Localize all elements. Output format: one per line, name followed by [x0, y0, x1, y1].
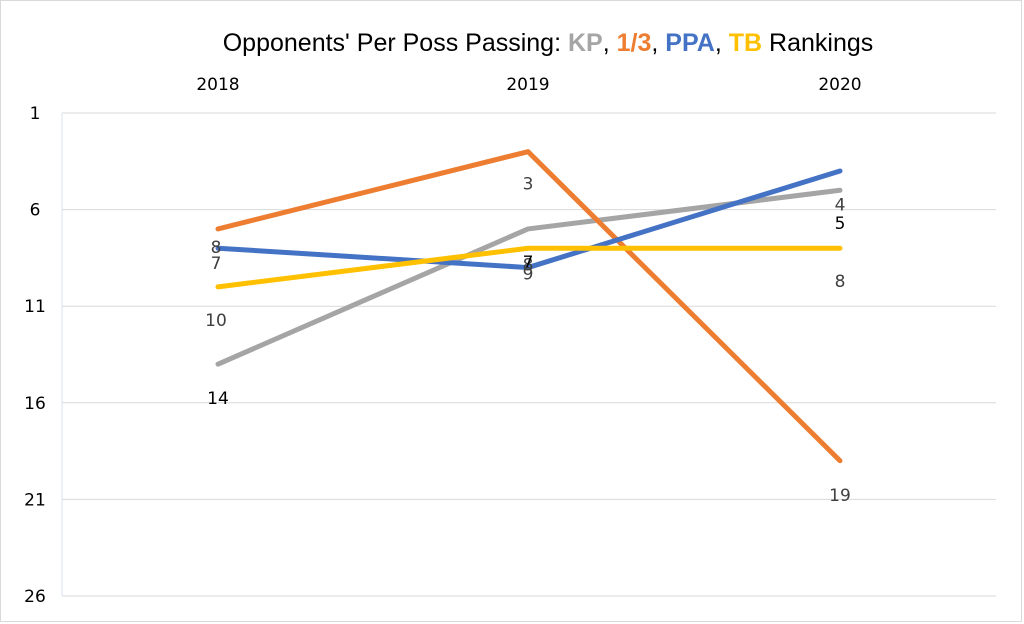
title-part: ,	[603, 29, 617, 57]
title-part: ,	[715, 29, 729, 57]
data-label: 7	[211, 254, 222, 274]
series-lines	[215, 149, 843, 464]
y-tick-label: 1	[30, 104, 41, 124]
y-tick-label: 11	[24, 297, 46, 317]
x-tick-label: 2019	[506, 75, 549, 95]
data-label: 5	[835, 214, 846, 234]
x-tick-label: 2020	[818, 75, 861, 95]
title-part: Opponents' Per Poss Passing:	[223, 29, 568, 57]
y-tick-label: 6	[30, 201, 41, 221]
x-tick-label: 2018	[196, 75, 239, 95]
data-label: 19	[829, 486, 851, 506]
data-label: 14	[207, 389, 229, 409]
title-part: KP	[568, 29, 603, 57]
title-part: PPA	[665, 29, 715, 57]
series-line-TB	[215, 245, 843, 290]
chart-title: Opponents' Per Poss Passing: KP, 1/3, PP…	[223, 29, 874, 57]
x-axis-ticks: 2018 2019 2020	[196, 75, 861, 95]
data-label: 8	[211, 238, 222, 258]
y-tick-label: 26	[24, 587, 46, 607]
series-line-PPA	[215, 168, 843, 271]
title-part: Rankings	[762, 29, 873, 57]
series-line-1-3	[215, 149, 843, 464]
data-label: 10	[205, 311, 227, 331]
data-label: 3	[523, 175, 534, 195]
data-label: 8	[523, 256, 534, 276]
data-label: 7	[523, 253, 534, 273]
gridlines	[61, 112, 996, 597]
data-label: 4	[835, 195, 846, 215]
y-tick-label: 16	[24, 394, 46, 414]
title-part: 1/3	[617, 29, 652, 57]
title-part: ,	[651, 29, 665, 57]
data-label: 8	[835, 272, 846, 292]
y-tick-label: 21	[24, 490, 46, 510]
data-label: 9	[523, 265, 534, 285]
title-part: TB	[729, 29, 762, 57]
